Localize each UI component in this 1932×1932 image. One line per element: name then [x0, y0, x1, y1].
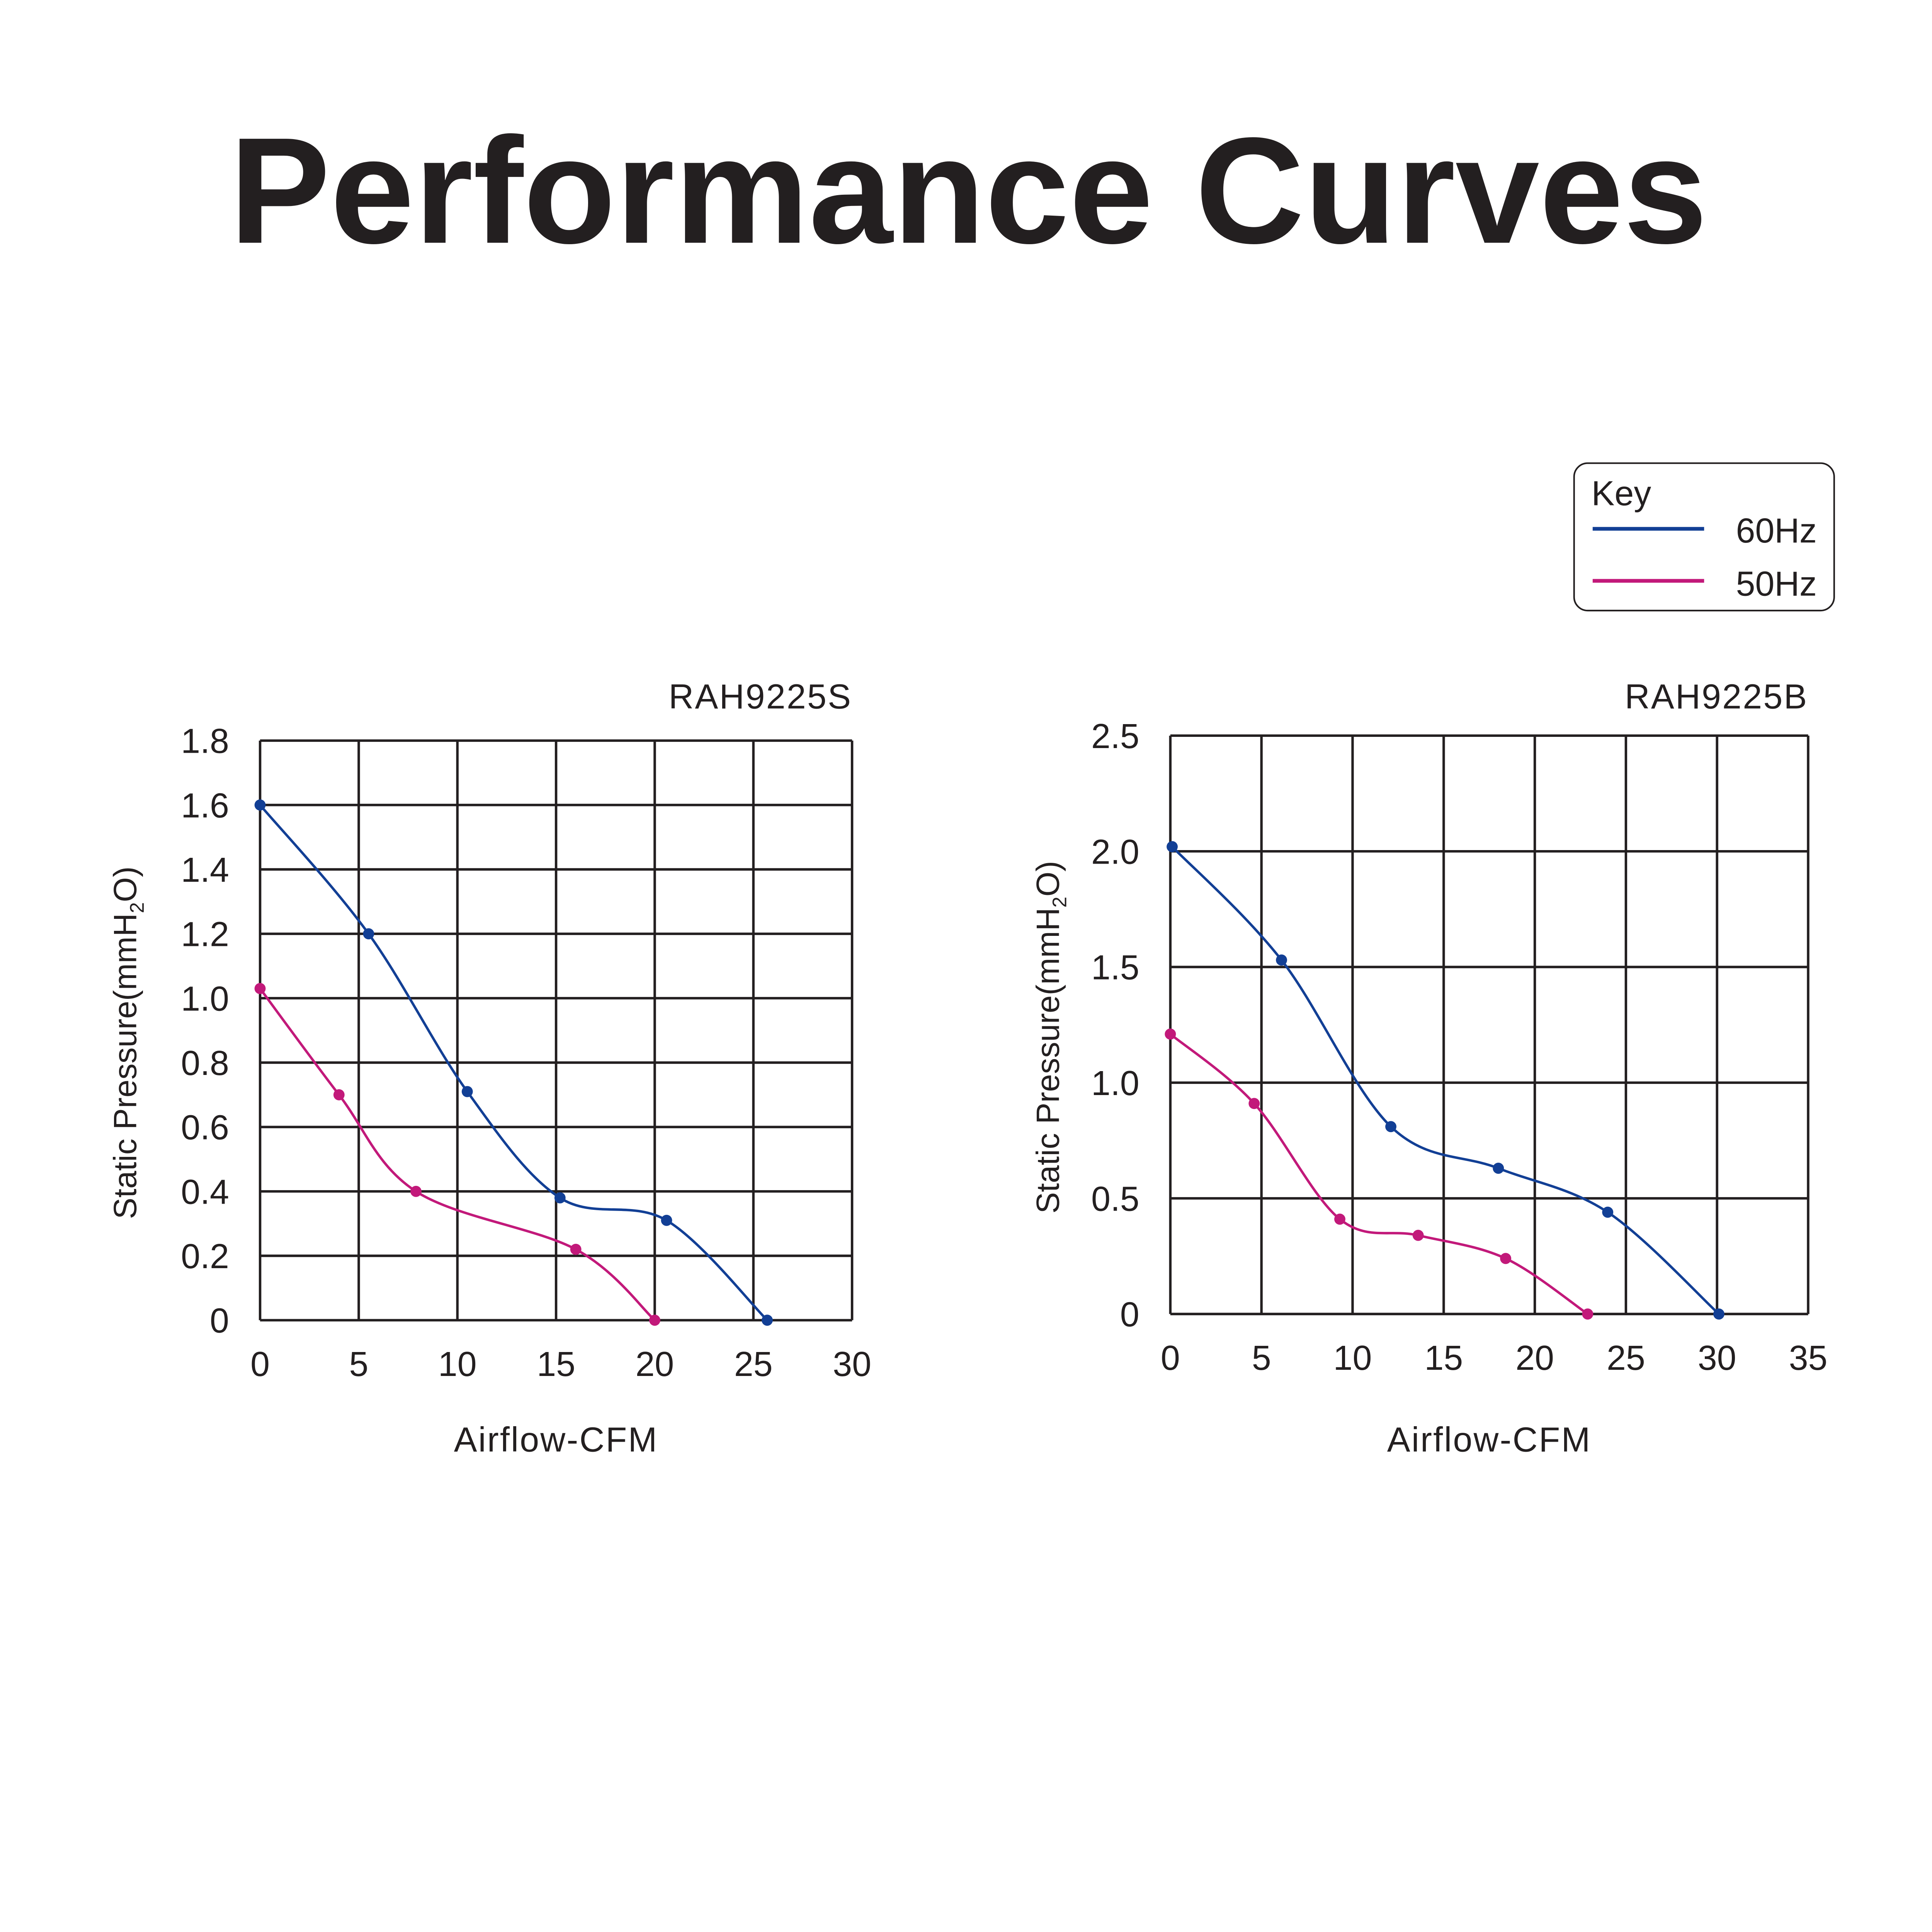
x-tick-label: 0: [250, 1345, 270, 1384]
x-tick-label: 5: [1252, 1339, 1271, 1378]
legend-label-50hz: 50Hz: [1736, 565, 1816, 604]
y-tick-label: 1.0: [181, 980, 229, 1018]
data-point-60hz: [254, 799, 266, 811]
data-point-60hz: [1602, 1206, 1614, 1218]
data-point-50hz: [1334, 1213, 1345, 1225]
y-tick-label: 1.6: [181, 786, 229, 825]
y-tick-label: 0: [1120, 1296, 1139, 1334]
data-point-50hz: [1165, 1028, 1176, 1040]
x-tick-label: 10: [438, 1345, 477, 1384]
y-axis-label: Static Pressure(mmH2O): [107, 866, 148, 1219]
data-point-50hz: [649, 1315, 660, 1326]
data-point-60hz: [661, 1214, 672, 1226]
x-axis-label: Airflow-CFM: [1387, 1420, 1592, 1459]
y-tick-label: 0.4: [181, 1173, 229, 1211]
chart-title: RAH9225S: [669, 677, 852, 716]
y-tick-label: 0: [210, 1302, 229, 1340]
page-title: Performance Curves: [230, 106, 1708, 275]
y-tick-label: 1.0: [1091, 1064, 1139, 1103]
data-point-50hz: [1248, 1098, 1260, 1109]
y-tick-label: 1.2: [181, 915, 229, 954]
y-axis-label-subscript: 2: [126, 902, 148, 913]
data-point-50hz: [1582, 1308, 1594, 1320]
x-axis-label: Airflow-CFM: [454, 1420, 658, 1459]
x-tick-label: 20: [1515, 1339, 1554, 1378]
data-point-60hz: [1276, 954, 1287, 966]
x-tick-label: 30: [833, 1345, 871, 1384]
data-point-60hz: [1493, 1163, 1504, 1174]
x-tick-label: 25: [1607, 1339, 1645, 1378]
y-tick-label: 0.2: [181, 1237, 229, 1276]
y-axis-label: Static Pressure(mmH2O): [1030, 861, 1070, 1214]
chart-title: RAH9225B: [1625, 677, 1808, 716]
legend-title: Key: [1592, 474, 1651, 513]
legend-label-60hz: 60Hz: [1736, 512, 1816, 550]
legend-box: [1573, 462, 1835, 612]
y-tick-label: 0.8: [181, 1044, 229, 1083]
x-tick-label: 25: [734, 1345, 773, 1384]
x-tick-label: 15: [537, 1345, 575, 1384]
data-point-60hz: [363, 928, 374, 940]
data-point-50hz: [333, 1089, 345, 1100]
chart-rah9225s: 0 5 10 15 20 25 30 0 0.2 0.4 0.6 0.8 1.0 1.2 1.4 1.6 1.8…: [107, 677, 871, 1459]
x-tick-label: 5: [349, 1345, 368, 1384]
data-point-50hz: [1500, 1253, 1512, 1264]
y-tick-label: 2.0: [1091, 833, 1139, 871]
series-line-50hz: [1169, 1033, 1588, 1315]
y-tick-label: 2.5: [1091, 717, 1139, 756]
chart-rah9225b: 0 5 10 15 20 25 30 35 0 0.5 1.0 1.5 2.0 2.5 RAH9225B Ai…: [1030, 677, 1827, 1459]
data-point-50hz: [254, 983, 266, 994]
data-point-60hz: [554, 1192, 566, 1204]
data-point-60hz: [1167, 841, 1178, 852]
x-tick-label: 30: [1698, 1339, 1736, 1378]
x-tick-label: 20: [636, 1345, 674, 1384]
y-axis-label-tail: O): [107, 866, 143, 902]
series-line-60hz: [259, 804, 768, 1321]
data-point-60hz: [1713, 1308, 1725, 1320]
data-point-60hz: [461, 1086, 473, 1097]
y-axis-label-subscript: 2: [1049, 896, 1071, 908]
x-tick-label: 0: [1161, 1339, 1180, 1378]
y-tick-label: 1.5: [1091, 949, 1139, 987]
y-tick-label: 0.6: [181, 1109, 229, 1147]
data-point-60hz: [762, 1315, 773, 1326]
y-axis-label-main: Static Pressure(mmH: [1030, 908, 1066, 1214]
data-point-50hz: [410, 1185, 422, 1197]
x-tick-label: 35: [1789, 1339, 1828, 1378]
data-point-50hz: [570, 1243, 582, 1255]
y-axis-label-main: Static Pressure(mmH: [107, 913, 143, 1219]
legend: Key 60Hz 50Hz: [1573, 462, 1835, 612]
data-point-60hz: [1385, 1121, 1396, 1133]
y-axis-label-tail: O): [1030, 861, 1066, 897]
x-tick-label: 10: [1333, 1339, 1372, 1378]
data-point-50hz: [1412, 1230, 1424, 1241]
y-tick-label: 1.4: [181, 851, 229, 889]
y-tick-label: 0.5: [1091, 1180, 1139, 1218]
series-line-60hz: [1171, 846, 1720, 1315]
x-tick-label: 15: [1424, 1339, 1463, 1378]
y-tick-label: 1.8: [181, 722, 229, 761]
